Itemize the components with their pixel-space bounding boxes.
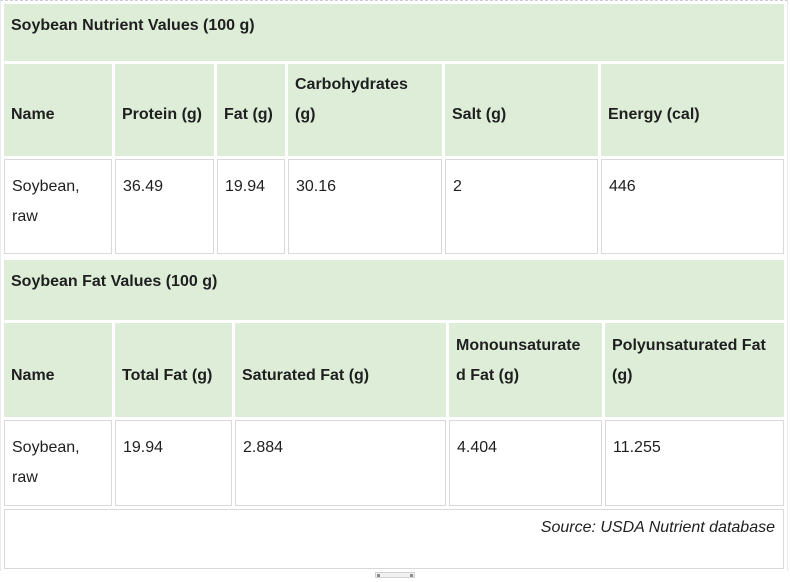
cell-energy-value: 446 — [601, 159, 784, 254]
table-row: Soybean, raw 19.94 2.884 4.404 11.255 — [4, 420, 784, 506]
column-header-name: Name — [4, 323, 112, 417]
column-header-protein: Protein (g) — [115, 64, 214, 156]
table-row: Soybean, raw 36.49 19.94 30.16 2 446 — [4, 159, 784, 254]
table-row: Soybean Fat Values (100 g) — [4, 260, 784, 320]
column-header-total-fat: Total Fat (g) — [115, 323, 232, 417]
cell-protein-value: 36.49 — [115, 159, 214, 254]
fat-values-table: Soybean Fat Values (100 g) Name Total Fa… — [1, 257, 787, 572]
nutrient-values-table: Soybean Nutrient Values (100 g) Name Pro… — [1, 1, 787, 257]
table-sheet: Soybean Nutrient Values (100 g) Name Pro… — [0, 0, 788, 571]
column-header-polyunsaturated: Polyunsaturated Fat (g) — [605, 323, 784, 417]
cell-name: Soybean, raw — [4, 159, 112, 254]
column-header-name: Name — [4, 64, 112, 156]
resize-grip-right — [410, 574, 413, 577]
column-header-carbohydrates: Carbohydrates (g) — [288, 64, 442, 156]
cell-fat-value: 19.94 — [217, 159, 285, 254]
cell-salt-value: 2 — [445, 159, 598, 254]
column-header-saturated-fat: Saturated Fat (g) — [235, 323, 446, 417]
cell-carbohydrates-value: 30.16 — [288, 159, 442, 254]
cell-monounsaturated-value: 4.404 — [449, 420, 602, 506]
nutrient-table-title: Soybean Nutrient Values (100 g) — [4, 4, 784, 61]
column-header-fat: Fat (g) — [217, 64, 285, 156]
cell-polyunsaturated-value: 11.255 — [605, 420, 784, 506]
table-footer-row: Source: USDA Nutrient database — [4, 509, 784, 569]
cell-saturated-fat-value: 2.884 — [235, 420, 446, 506]
resize-grip-left — [377, 574, 380, 577]
fat-table-title: Soybean Fat Values (100 g) — [4, 260, 784, 320]
table-row: Soybean Nutrient Values (100 g) — [4, 4, 784, 61]
column-header-salt: Salt (g) — [445, 64, 598, 156]
column-header-monounsaturated: Monounsaturated Fat (g) — [449, 323, 602, 417]
cell-total-fat-value: 19.94 — [115, 420, 232, 506]
resize-handle[interactable] — [375, 572, 415, 578]
cell-name: Soybean, raw — [4, 420, 112, 506]
table-header-row: Name Protein (g) Fat (g) Carbohydrates (… — [4, 64, 784, 156]
table-header-row: Name Total Fat (g) Saturated Fat (g) Mon… — [4, 323, 784, 417]
column-header-energy: Energy (cal) — [601, 64, 784, 156]
source-note: Source: USDA Nutrient database — [4, 509, 784, 569]
